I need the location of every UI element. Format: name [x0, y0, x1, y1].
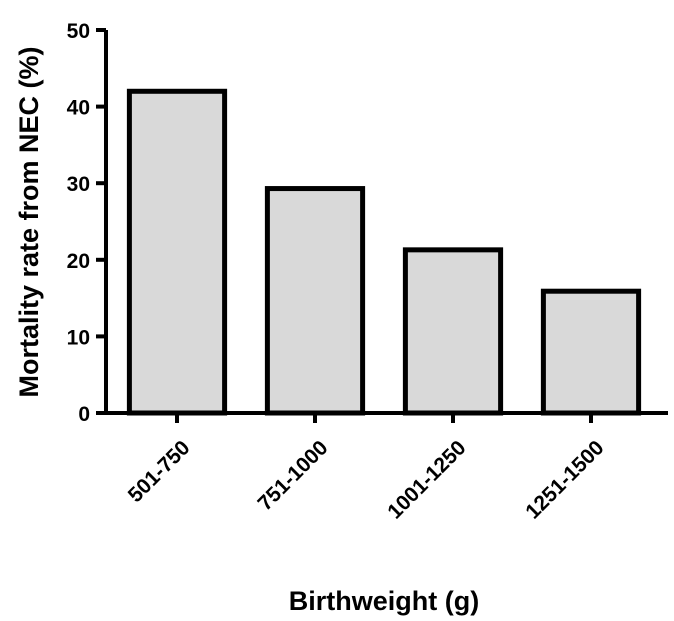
y-tick-label: 30 — [67, 173, 90, 196]
y-tick-label: 0 — [78, 403, 90, 426]
x-tick-label: 1001-1250 — [383, 436, 470, 523]
x-tick-label: 751-1000 — [254, 436, 333, 515]
y-axis: 0 10 20 30 40 50 — [67, 20, 108, 426]
bar-1251-1500 — [540, 288, 642, 416]
bar-1001-1250 — [402, 247, 504, 416]
y-tick-label: 20 — [67, 250, 90, 273]
x-tick-label: 501-750 — [124, 436, 195, 507]
y-tick-label: 40 — [67, 97, 90, 120]
x-axis-title: Birthweight (g) — [289, 586, 479, 616]
bar-501-750 — [126, 88, 228, 416]
bar-751-1000 — [264, 186, 366, 416]
y-tick-label: 50 — [67, 20, 90, 43]
x-tick-label: 1251-1500 — [521, 436, 608, 523]
x-axis: 501-750 751-1000 1001-1250 1251-1500 — [104, 411, 668, 524]
y-tick-label: 10 — [67, 326, 90, 349]
bars — [126, 88, 642, 416]
y-axis-title: Mortality rate from NEC (%) — [14, 46, 44, 397]
